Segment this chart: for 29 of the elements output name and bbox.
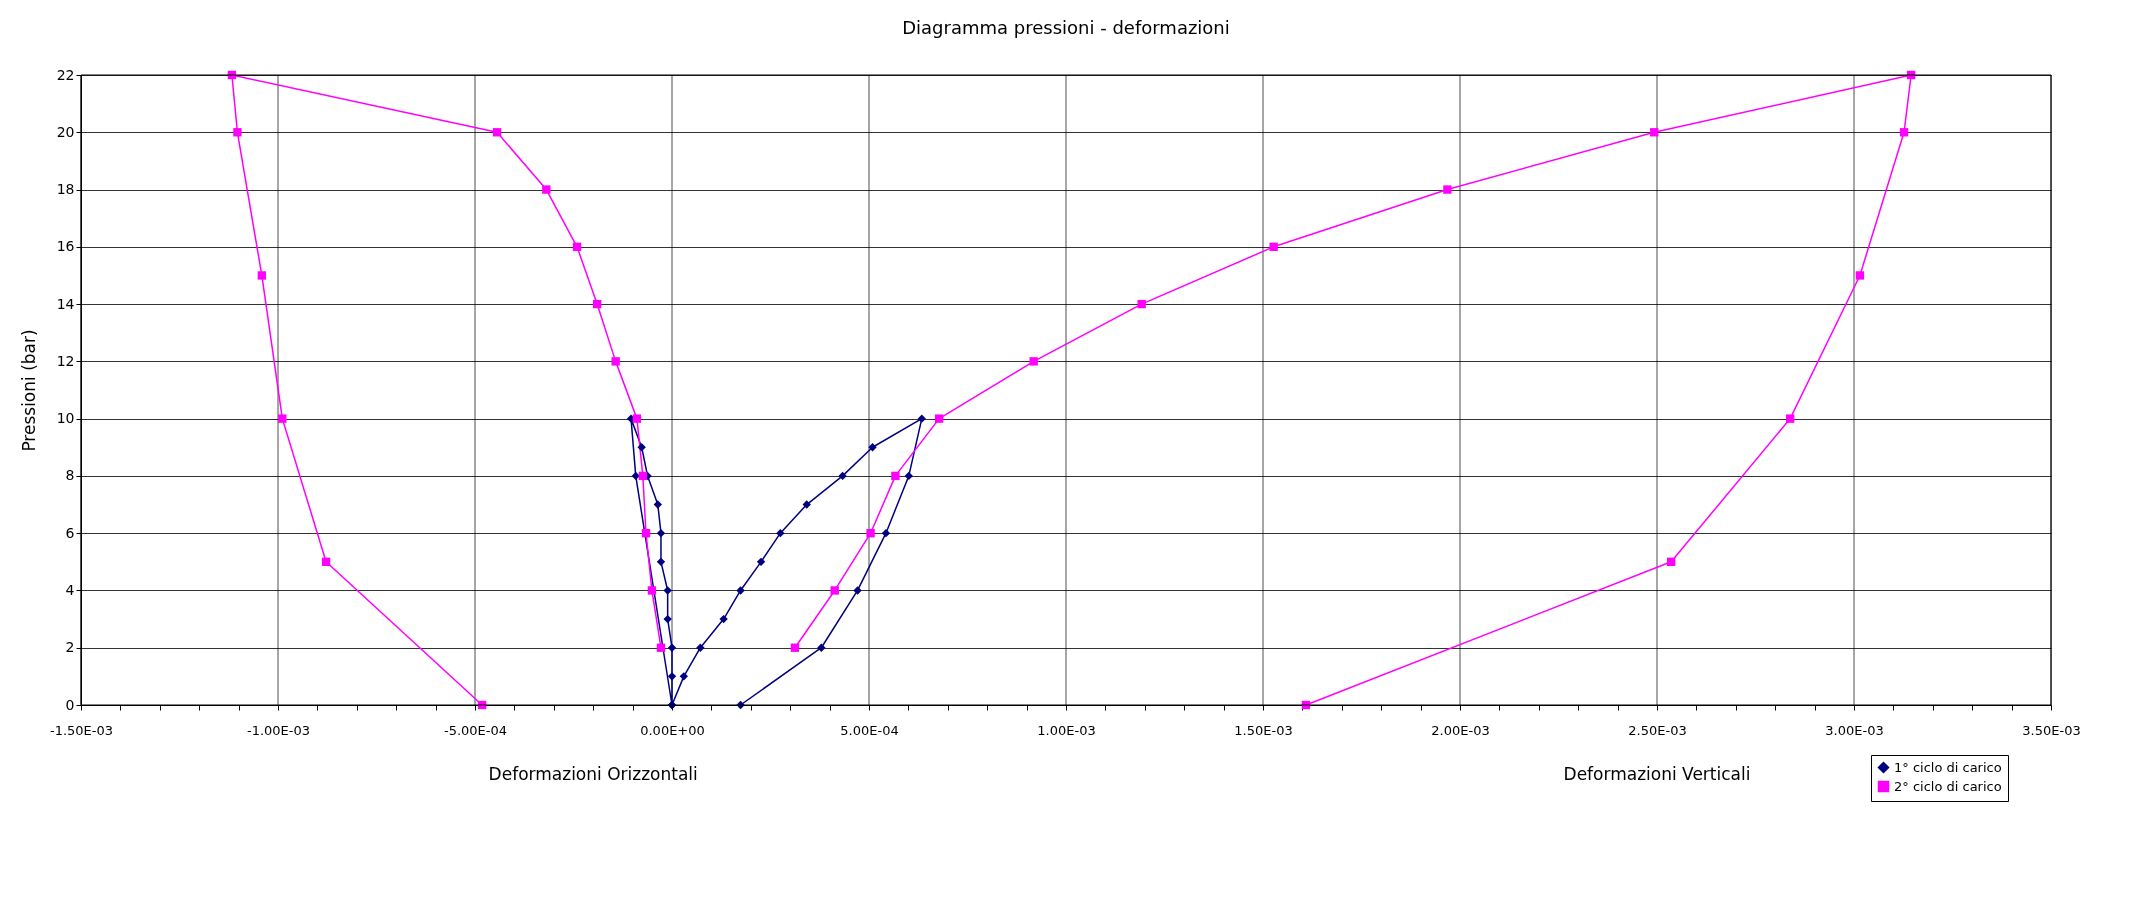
- x-tick-label: 1.00E-03: [1037, 722, 1096, 738]
- x-tick-label: -1.50E-03: [49, 722, 114, 738]
- x-tick-label: 0.00E+00: [640, 722, 705, 738]
- x-tick-label: 3.50E-03: [2022, 722, 2081, 738]
- y-tick-label: 10: [56, 410, 75, 427]
- chart-title: Diagramma pressioni - deformazioni: [902, 17, 1230, 38]
- x-tick-label: 3.00E-03: [1825, 722, 1884, 738]
- x-tick-label: 1.50E-03: [1234, 722, 1293, 738]
- x-tick-label: 2.50E-03: [1628, 722, 1687, 738]
- x-tick-label: -1.00E-03: [246, 722, 311, 738]
- y-tick-label: 12: [56, 352, 75, 369]
- y-tick-label: 16: [56, 238, 75, 255]
- x-tick-label: 2.00E-03: [1431, 722, 1490, 738]
- y-tick-label: 0: [65, 696, 75, 713]
- legend-label: 1° ciclo di carico: [1894, 759, 2002, 775]
- y-tick-label: 22: [56, 66, 75, 83]
- text: Deformazioni Verticali: [1563, 764, 1751, 784]
- y-tick-label: 14: [56, 295, 75, 312]
- legend-label: 2° ciclo di carico: [1894, 778, 2002, 794]
- y-tick-label: 20: [56, 123, 75, 140]
- y-tick-label: 2: [65, 639, 75, 656]
- x-tick-label: 5.00E-04: [840, 722, 899, 738]
- y-tick-label: 8: [65, 467, 75, 484]
- y-tick-label: 4: [65, 581, 75, 598]
- y-axis-title: Pressioni (bar): [18, 329, 39, 452]
- y-tick-label: 18: [56, 181, 75, 198]
- x-tick-label: -5.00E-04: [443, 722, 508, 738]
- y-tick-label: 6: [65, 524, 75, 541]
- x-axis-title: Deformazioni Orizzontali: [488, 764, 698, 784]
